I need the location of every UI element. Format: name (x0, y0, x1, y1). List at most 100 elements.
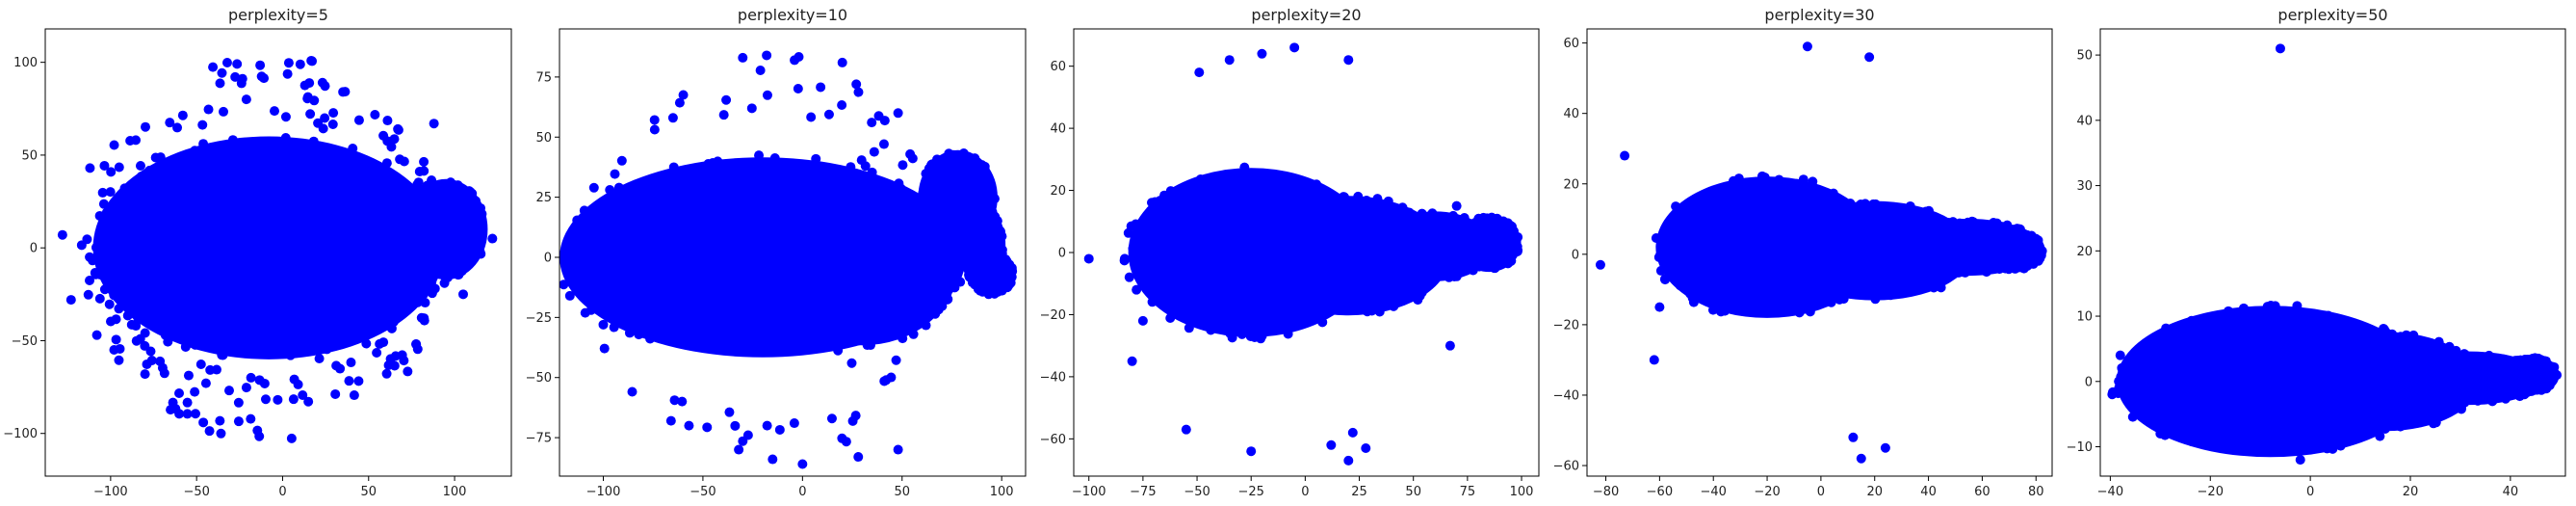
scatter-point (288, 146, 299, 157)
scatter-point (1413, 295, 1423, 306)
scatter-point (399, 156, 409, 167)
scatter-point (101, 207, 112, 218)
scatter-point (2340, 340, 2351, 351)
scatter-point (295, 59, 305, 69)
scatter-points (1083, 42, 1523, 466)
scatter-point (2137, 385, 2147, 395)
scatter-point (2529, 356, 2539, 366)
scatter-point (1914, 256, 1925, 267)
scatter-point (218, 350, 228, 360)
scatter-point (929, 222, 940, 232)
scatter-point (914, 306, 924, 316)
y-tick-label: 50 (535, 131, 552, 146)
scatter-point (1343, 455, 1354, 466)
scatter-point (190, 146, 200, 156)
scatter-point (197, 120, 208, 130)
scatter-point (2473, 395, 2484, 406)
scatter-point (2387, 329, 2398, 339)
scatter-point (898, 160, 908, 171)
x-tick-label: −60 (1647, 485, 1673, 499)
scatter-point (2351, 414, 2361, 425)
scatter-point (303, 396, 314, 407)
scatter-point (252, 333, 263, 343)
x-tick-label: −50 (690, 485, 716, 499)
scatter-point (2484, 350, 2494, 360)
scatter-point (2114, 376, 2124, 386)
scatter-point (797, 459, 808, 469)
scatter-point (1155, 196, 1165, 206)
scatter-point (634, 330, 644, 340)
scatter-point (436, 202, 447, 213)
scatter-point (2442, 351, 2453, 361)
scatter-point (1389, 205, 1399, 216)
scatter-point (476, 202, 486, 213)
scatter-point (155, 152, 166, 163)
scatter-point (1781, 300, 1791, 310)
scatter-point (2544, 380, 2555, 390)
scatter-point (114, 355, 124, 365)
scatter-point (1372, 194, 1383, 204)
scatter-point (703, 159, 714, 170)
scatter-point (298, 390, 308, 401)
scatter-point (2395, 374, 2406, 385)
scatter-point (589, 273, 600, 283)
scatter-point (269, 106, 279, 117)
scatter-point (2506, 378, 2516, 388)
scatter-point (917, 219, 927, 229)
scatter-point (273, 394, 283, 405)
scatter-point (1459, 212, 1470, 223)
scatter-point (611, 298, 621, 308)
scatter-point (921, 320, 931, 331)
scatter-point (1344, 302, 1355, 312)
scatter-point (883, 327, 894, 337)
scatter-point (989, 288, 1000, 299)
scatter-point (930, 308, 941, 319)
scatter-point (1938, 218, 1948, 228)
y-tick-label: 0 (2085, 375, 2093, 389)
scatter-point (246, 413, 256, 424)
scatter-point (339, 329, 350, 339)
scatter-point (1848, 432, 1859, 442)
axes-frame (1586, 28, 2053, 477)
scatter-point (1206, 325, 1216, 335)
scatter-point (2302, 385, 2312, 395)
scatter-point (1343, 55, 1354, 66)
scatter-point (2113, 388, 2123, 399)
scatter-point (228, 147, 239, 158)
scatter-point (1374, 306, 1385, 317)
scatter-point (208, 315, 219, 326)
scatter-point (1729, 175, 1739, 186)
scatter-point (786, 301, 796, 311)
scatter-point (105, 187, 116, 198)
x-tick-label: 100 (443, 485, 467, 499)
scatter-point (1936, 282, 1946, 293)
scatter-point (454, 269, 464, 280)
scatter-point (1280, 206, 1290, 217)
scatter-point (2290, 376, 2301, 386)
scatter-point (460, 258, 471, 269)
scatter-point (2351, 421, 2361, 432)
scatter-point (1119, 253, 1130, 264)
scatter-point (387, 173, 398, 183)
scatter-point (2003, 264, 2014, 275)
scatter-point (2475, 351, 2485, 361)
scatter-point (139, 306, 149, 317)
scatter-point (1290, 184, 1301, 195)
scatter-point (340, 186, 351, 197)
scatter-point (1802, 41, 1812, 52)
scatter-point (595, 303, 606, 313)
scatter-point (217, 338, 227, 349)
scatter-point (305, 109, 316, 120)
scatter-point (881, 375, 892, 386)
scatter-point (1987, 240, 1997, 251)
scatter-point (1359, 298, 1369, 308)
scatter-point (464, 186, 475, 197)
scatter-point (427, 175, 437, 186)
scatter-point (212, 157, 222, 168)
scatter-point (924, 163, 934, 173)
scatter-point (425, 192, 435, 202)
scatter-point (144, 165, 155, 175)
y-tick-label: −20 (1553, 318, 1579, 333)
scatter-point (1856, 453, 1866, 464)
scatter-point (177, 110, 188, 120)
